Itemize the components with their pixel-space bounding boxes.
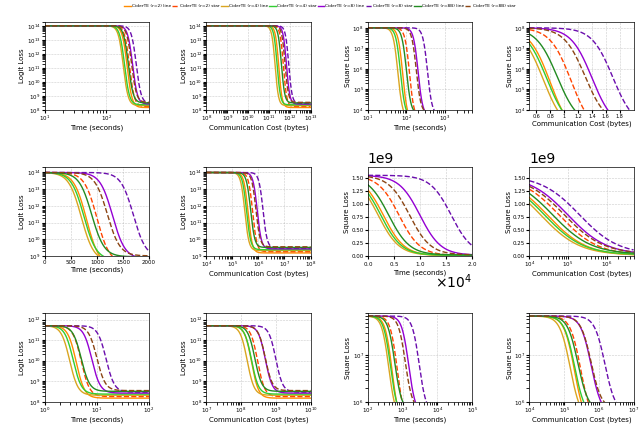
X-axis label: Communication Cost (bytes): Communication Cost (bytes) (209, 125, 308, 131)
Y-axis label: Logit Loss: Logit Loss (19, 194, 26, 229)
X-axis label: Time (seconds): Time (seconds) (70, 267, 124, 273)
Y-axis label: Square Loss: Square Loss (506, 45, 513, 87)
X-axis label: Communication Cost (bytes): Communication Cost (bytes) (209, 271, 308, 277)
X-axis label: Communication Cost (bytes): Communication Cost (bytes) (532, 416, 631, 423)
Legend: CiderTE (r=2) line, CiderTE (r=2) star, CiderTE (r=4) line, CiderTE (r=4) star, : CiderTE (r=2) line, CiderTE (r=2) star, … (124, 4, 516, 9)
X-axis label: Time (seconds): Time (seconds) (394, 416, 447, 423)
X-axis label: Time (seconds): Time (seconds) (394, 270, 447, 276)
Y-axis label: Square Loss: Square Loss (345, 45, 351, 87)
X-axis label: Communication Cost (bytes): Communication Cost (bytes) (532, 271, 631, 277)
X-axis label: Communication Cost (bytes): Communication Cost (bytes) (209, 416, 308, 423)
X-axis label: Time (seconds): Time (seconds) (70, 416, 124, 423)
Y-axis label: Logit Loss: Logit Loss (181, 340, 187, 375)
Y-axis label: Square Loss: Square Loss (507, 337, 513, 378)
Y-axis label: Logit Loss: Logit Loss (181, 194, 187, 229)
X-axis label: Time (seconds): Time (seconds) (70, 125, 124, 131)
X-axis label: Communication Cost (bytes): Communication Cost (bytes) (532, 121, 631, 127)
Y-axis label: Square Loss: Square Loss (344, 191, 350, 233)
Y-axis label: Square Loss: Square Loss (506, 191, 511, 233)
Y-axis label: Square Loss: Square Loss (345, 337, 351, 378)
Y-axis label: Logit Loss: Logit Loss (19, 48, 26, 83)
X-axis label: Time (seconds): Time (seconds) (394, 125, 447, 131)
Y-axis label: Logit Loss: Logit Loss (19, 340, 26, 375)
Y-axis label: Logit Loss: Logit Loss (181, 48, 187, 83)
